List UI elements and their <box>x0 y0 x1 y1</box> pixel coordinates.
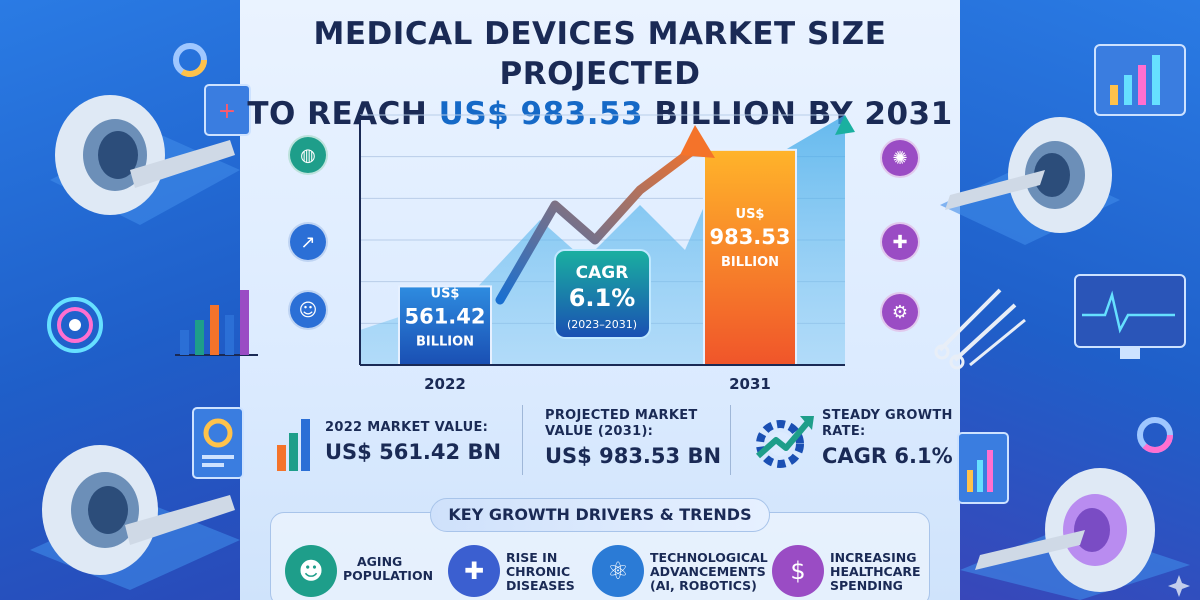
money-hand-icon: $ <box>772 545 824 597</box>
title-highlight-value: US$ 983.53 <box>438 96 644 132</box>
stat-growth-value: CAGR 6.1% <box>822 444 953 468</box>
driver-3-line-1: TECHNOLOGICAL <box>650 550 768 565</box>
driver-2-line-3: DISEASES <box>506 578 575 593</box>
sparkle-icon <box>1168 575 1190 597</box>
stat-divider-2 <box>730 405 731 475</box>
syringe-hand-icon: ✚ <box>880 222 920 262</box>
driver-2-line-1: RISE IN <box>506 550 558 565</box>
bar-label-currency-2022: US$ <box>431 286 460 301</box>
driver-healthcare-spending: $ INCREASING HEALTHCARE SPENDING <box>772 545 921 597</box>
bar-label-unit-2031: BILLION <box>721 255 779 270</box>
cagr-label: CAGR <box>576 263 629 283</box>
cagr-value: 6.1% <box>569 284 636 312</box>
bar-label-amount-2022: 561.42 <box>404 304 485 328</box>
charts-panel-right-bottom-icon <box>957 432 1009 504</box>
x-tick-labels: 2022 2031 <box>424 375 771 393</box>
mri-machine-left-top-icon <box>50 95 240 225</box>
growth-trend-arrow <box>495 140 705 305</box>
donut-chart-left-icon <box>173 43 207 77</box>
molecule-icon: ✺ <box>880 138 920 178</box>
chart-growth-icon: ↗ <box>288 222 328 262</box>
page-title: MEDICAL DEVICES MARKET SIZE PROJECTED TO… <box>240 14 960 134</box>
bandage-icon: ✚ <box>448 545 500 597</box>
driver-4-line-3: SPENDING <box>830 578 903 593</box>
bar-label-unit-2022: BILLION <box>416 334 474 349</box>
driver-1-line-2: POPULATION <box>343 568 434 583</box>
stat-growth-rate: STEADY GROWTH RATE: CAGR 6.1% <box>822 408 953 468</box>
cagr-callout: CAGR 6.1% (2023–2031) <box>554 249 651 339</box>
doctor-icon: ☺ <box>288 290 328 330</box>
mini-bar-chart-left-icon <box>175 290 258 356</box>
driver-4-line-2: HEALTHCARE <box>830 564 921 579</box>
market-size-chart: CAGR 6.1% (2023–2031) US$561.42BILLIONUS… <box>359 114 855 393</box>
dashboard-left-bottom-icon <box>192 407 244 479</box>
driver-4-line-1: INCREASING <box>830 550 917 565</box>
title-line-2-prefix: TO REACH <box>247 96 439 132</box>
bar-labels: US$ 561.42 BILLION US$ 983.53 BILLION <box>404 207 790 349</box>
stat-2022-value: US$ 561.42 BN <box>325 440 502 464</box>
driver-2-line-2: CHRONIC <box>506 564 571 579</box>
stat-projected-market-value: PROJECTED MARKET VALUE (2031): US$ 983.5… <box>545 408 721 468</box>
driver-aging-population: ☻ AGING POPULATION <box>285 545 433 597</box>
svg-text:+: + <box>218 99 236 124</box>
driver-chronic-diseases: ✚ RISE IN CHRONIC DISEASES <box>448 545 575 597</box>
stat-growth-label-line-2: RATE: <box>822 424 866 439</box>
bar-2031 <box>703 148 797 366</box>
driver-1-line-1: AGING <box>357 554 403 569</box>
stat-2022-label: 2022 MARKET VALUE: <box>325 420 489 435</box>
title-line-1: MEDICAL DEVICES MARKET SIZE PROJECTED <box>313 16 887 92</box>
cagr-period: (2023–2031) <box>567 318 637 331</box>
stat-growth-label-line-1: STEADY GROWTH <box>822 408 953 423</box>
mri-machine-left-bottom-icon <box>30 445 240 590</box>
title-line-2: TO REACH US$ 983.53 BILLION BY 2031 <box>240 94 960 134</box>
gear-check-icon: ⚙ <box>880 292 920 332</box>
people-icon: ☻ <box>285 545 337 597</box>
stat-projected-label-line-2: VALUE (2031): <box>545 424 654 439</box>
growth-arrow-head <box>680 125 715 158</box>
driver-technological-advancements: ⚛ TECHNOLOGICAL ADVANCEMENTS (AI, ROBOTI… <box>592 545 768 597</box>
donut-chart-right-icon <box>1137 417 1173 453</box>
stat-projected-label-line-1: PROJECTED MARKET <box>545 408 698 423</box>
chart-bars <box>398 148 797 366</box>
driver-3-line-3: (AI, ROBOTICS) <box>650 578 757 593</box>
trend-arrow-head-right <box>835 115 855 135</box>
ai-icon: ⚛ <box>592 545 644 597</box>
bar-label-currency-2031: US$ <box>736 207 765 222</box>
mri-machine-right-bottom-icon <box>960 468 1190 600</box>
stat-2022-market-value: 2022 MARKET VALUE: US$ 561.42 BN <box>325 420 501 464</box>
globe-icon: ◍ <box>288 135 328 175</box>
x-tick-2022: 2022 <box>424 375 466 393</box>
gear-growth-icon <box>756 416 814 468</box>
driver-3-line-2: ADVANCEMENTS <box>650 564 766 579</box>
drivers-title: KEY GROWTH DRIVERS & TRENDS <box>430 498 770 532</box>
title-line-2-suffix: BILLION BY 2031 <box>643 96 953 132</box>
x-tick-2031: 2031 <box>729 375 771 393</box>
stat-projected-value: US$ 983.53 BN <box>545 444 722 468</box>
stat-divider-1 <box>522 405 523 475</box>
bar-chart-stat-icon <box>277 419 310 471</box>
analytics-monitor-right-icon <box>1094 44 1186 116</box>
mri-machine-right-top-icon <box>940 117 1120 245</box>
ecg-monitor-right-icon <box>1074 274 1186 359</box>
surgical-tools-icon <box>934 288 1026 370</box>
bar-label-amount-2031: 983.53 <box>709 225 790 249</box>
monitor-left-top-icon: + <box>204 84 251 136</box>
target-ring-left-icon <box>47 297 103 353</box>
